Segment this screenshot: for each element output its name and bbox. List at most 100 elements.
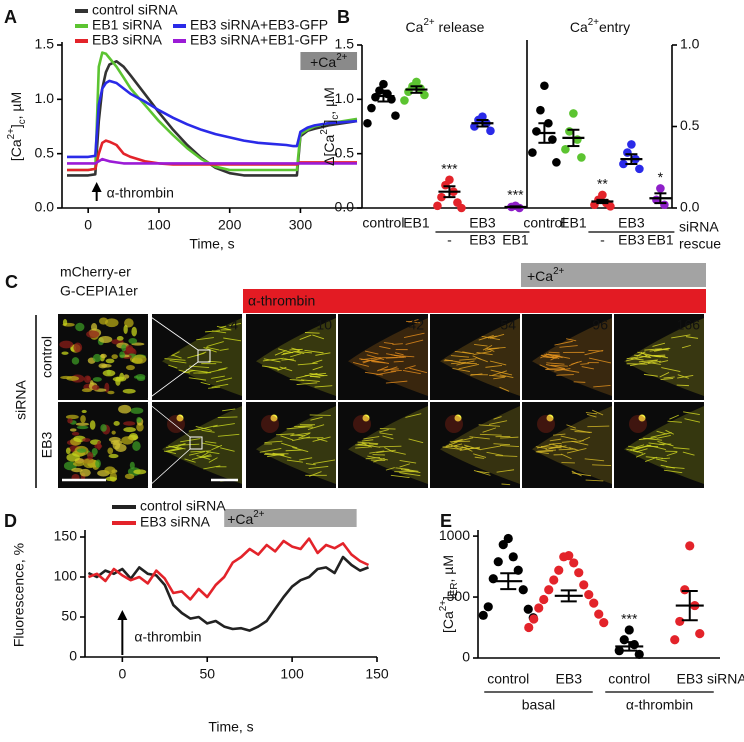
y-axis-label: [Ca2+]ER, µM <box>438 555 460 633</box>
er-strand <box>492 370 507 376</box>
er-blob <box>76 425 89 430</box>
er-blob <box>66 453 80 462</box>
er-blob <box>107 447 114 455</box>
er-strand <box>653 354 669 359</box>
er-strand <box>379 345 391 350</box>
er-strand <box>489 374 506 378</box>
er-strand <box>406 320 420 324</box>
er-strand <box>298 432 311 439</box>
er-strand <box>368 443 378 445</box>
er-blob <box>123 324 128 334</box>
er-blob <box>76 448 87 453</box>
y-tick-label: 0.5 <box>680 117 700 133</box>
y-axis-label-part: ER <box>449 583 460 597</box>
y-tick-label: 1.0 <box>35 90 55 106</box>
row-label: rescue <box>679 236 721 252</box>
er-strand <box>196 455 211 460</box>
series-line <box>87 555 369 632</box>
er-strand <box>376 449 396 454</box>
series-line <box>67 157 357 165</box>
er-strand <box>548 351 560 354</box>
y-tick-label: 100 <box>54 568 78 584</box>
stimulus-bar <box>521 263 706 287</box>
er-strand <box>685 336 699 339</box>
category-label: control <box>523 215 565 231</box>
chart-title-part: 2+ <box>423 17 434 28</box>
er-strand <box>456 360 475 366</box>
er-blob <box>111 430 116 435</box>
er-strand <box>219 322 242 328</box>
er-strand <box>449 440 471 443</box>
y-tick-label: 500 <box>447 588 471 604</box>
er-strand <box>310 375 321 378</box>
y-tick-label: 0 <box>462 649 470 665</box>
er-strand <box>365 457 381 460</box>
panel-letter: C <box>5 272 18 292</box>
er-blob <box>95 459 101 468</box>
y-axis-label: Δ[Ca2+]c, µM <box>319 87 341 166</box>
er-strand <box>539 364 550 370</box>
er-strand <box>486 451 504 456</box>
er-blob <box>101 363 112 368</box>
er-strand <box>188 428 200 432</box>
bright-spot <box>362 414 370 422</box>
er-strand <box>560 435 577 441</box>
y-axis-label-part: ] <box>440 596 456 600</box>
arrow-head <box>91 182 102 192</box>
er-blob <box>118 404 132 414</box>
er-blob <box>119 351 126 359</box>
er-blob <box>129 461 135 470</box>
er-strand <box>201 442 220 447</box>
y-axis-label-part: 2+ <box>6 128 17 139</box>
data-point <box>524 622 534 633</box>
panel-letter: A <box>4 7 17 27</box>
er-strand <box>403 332 425 339</box>
er-strand <box>659 360 669 363</box>
er-strand <box>262 357 284 362</box>
y-tick-label: 0.0 <box>335 199 355 215</box>
y-axis-label-part: [Ca <box>440 611 456 633</box>
series-line <box>67 139 357 172</box>
er-blob <box>65 414 79 420</box>
significance: * <box>658 169 664 185</box>
x-tick-label: 0 <box>84 217 92 233</box>
significance: *** <box>621 611 638 627</box>
er-strand <box>404 468 419 472</box>
er-strand <box>635 444 645 448</box>
subcategory-label: - <box>447 232 452 248</box>
er-strand <box>556 374 574 376</box>
er-blob <box>82 438 91 442</box>
er-strand <box>379 356 398 359</box>
y-axis-label-part: Δ[Ca <box>321 134 337 165</box>
data-point <box>367 103 376 113</box>
er-strand <box>683 411 700 415</box>
er-strand <box>196 337 214 341</box>
er-strand <box>535 450 554 453</box>
data-point <box>549 575 559 585</box>
er-strand <box>383 342 394 345</box>
cell-shape <box>348 318 428 396</box>
cell-shape <box>532 318 612 396</box>
er-strand <box>289 348 303 351</box>
legend-label: EB3 siRNA <box>92 32 163 48</box>
bright-spot <box>454 414 462 422</box>
y-tick-label: 150 <box>54 528 78 544</box>
data-point <box>561 145 570 154</box>
er-blob <box>124 473 135 480</box>
data-point <box>606 202 615 211</box>
subcategory-label: EB3 <box>469 232 496 248</box>
micrograph <box>338 402 428 488</box>
stimulus-label-part: 2+ <box>553 266 564 277</box>
chart-title: Ca2+ release <box>406 17 485 35</box>
y-tick-label: 1.5 <box>335 36 355 52</box>
er-strand <box>264 440 283 443</box>
series-line <box>67 79 358 159</box>
y-axis-label-part: , µM <box>440 555 456 583</box>
data-point <box>483 602 493 612</box>
er-strand <box>352 361 369 367</box>
er-blob <box>131 326 137 337</box>
er-strand <box>360 357 381 361</box>
er-strand <box>660 464 675 469</box>
er-strand <box>385 467 395 471</box>
er-strand <box>493 376 506 380</box>
